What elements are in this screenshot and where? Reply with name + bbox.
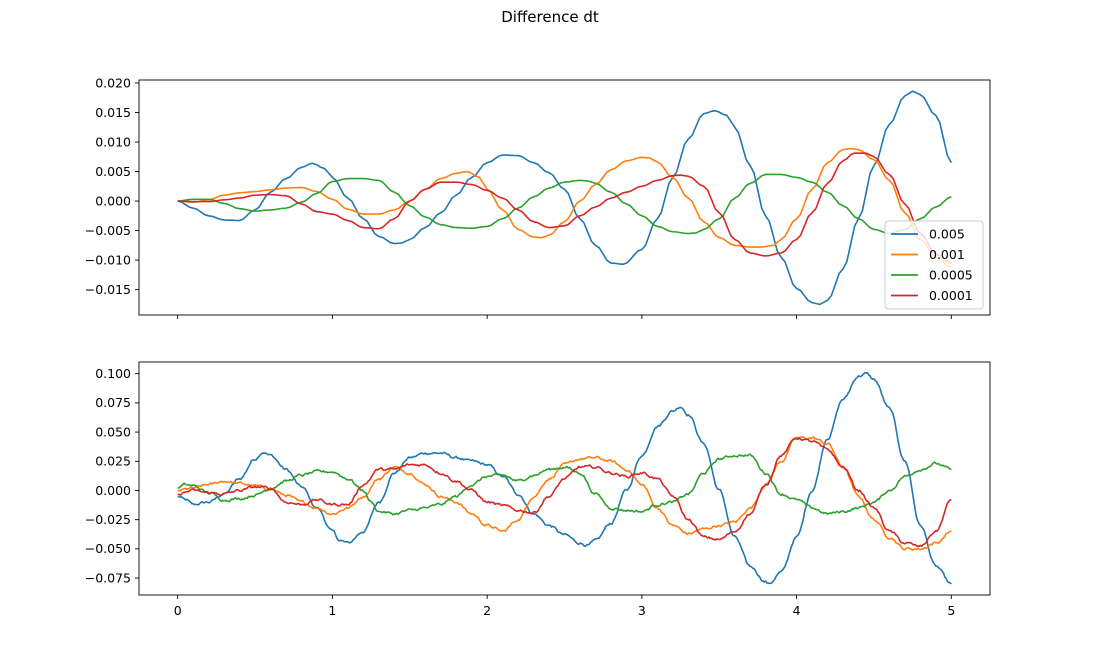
series-line-2 — [177, 173, 952, 235]
x-tick-label: 4 — [793, 603, 801, 618]
y-tick-label: 0.050 — [95, 424, 131, 439]
x-tick-label: 5 — [947, 603, 955, 618]
y-tick-label: 0.005 — [95, 164, 131, 179]
y-tick-label: −0.005 — [85, 223, 131, 238]
series-line-0 — [177, 90, 953, 306]
x-tick-label: 2 — [483, 603, 491, 618]
series-line-3 — [177, 152, 952, 264]
axes-frame — [138, 79, 991, 316]
x-tick-label: 0 — [174, 603, 182, 618]
top-plot: 0.020 0.015 0.010 0.005 0.000 −0.005 −0.010 −0.… — [85, 75, 991, 319]
x-tick-label: 1 — [328, 603, 336, 618]
legend-label: 0.0005 — [929, 268, 973, 283]
series-line-0 — [177, 371, 952, 585]
y-tick-label: 0.020 — [95, 75, 131, 90]
series-line-2 — [177, 453, 952, 516]
x-tick-label: 3 — [638, 603, 646, 618]
y-tick-label: −0.050 — [85, 541, 131, 556]
y-tick-label: 0.015 — [95, 105, 131, 120]
series-line-1 — [177, 147, 952, 268]
y-tick-label: −0.015 — [85, 282, 131, 297]
y-tick-label: 0.100 — [95, 366, 131, 381]
y-tick-label: 0.010 — [95, 134, 131, 149]
legend-label: 0.005 — [929, 227, 965, 242]
legend-box — [884, 220, 984, 310]
series-group — [177, 371, 952, 585]
legend: 0.005 0.001 0.0005 0.0001 — [884, 220, 984, 310]
y-tick-label: −0.075 — [85, 570, 131, 585]
y-tick-label: 0.000 — [95, 193, 131, 208]
y-tick-label: −0.010 — [85, 252, 131, 267]
y-tick-label: 0.000 — [95, 483, 131, 498]
series-group — [177, 90, 953, 306]
series-line-3 — [177, 437, 952, 548]
y-tick-label: 0.025 — [95, 454, 131, 469]
y-tick-label: −0.025 — [85, 512, 131, 527]
figure-title: Difference dt — [501, 8, 599, 26]
axes-frame — [138, 361, 991, 596]
legend-label: 0.001 — [929, 247, 965, 262]
legend-label: 0.0001 — [929, 288, 973, 303]
y-tick-label: 0.075 — [95, 395, 131, 410]
bottom-plot: 0.100 0.075 0.050 0.025 0.000 −0.025 −0.050 −0.… — [85, 361, 991, 618]
